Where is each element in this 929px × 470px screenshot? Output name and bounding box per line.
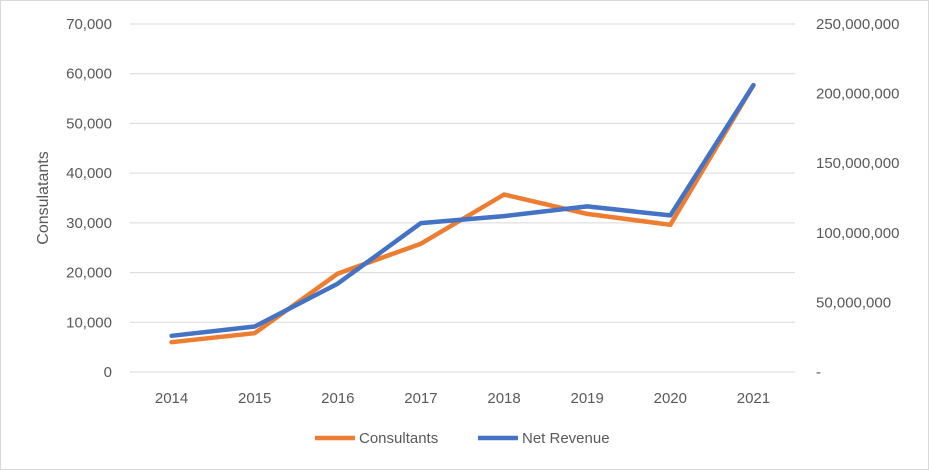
y-right-tick-label: 200,000,000 — [816, 86, 899, 103]
y-left-tick-label: 40,000 — [66, 165, 112, 182]
y-left-tick-label: 70,000 — [66, 16, 112, 33]
x-tick-label: 2019 — [571, 390, 604, 407]
y-right-tick-label: 50,000,000 — [816, 294, 891, 311]
x-tick-label: 2014 — [155, 390, 188, 407]
legend-label-consultants: Consultants — [359, 430, 438, 447]
x-axis-tick-labels: 2014 2015 2016 2017 2018 2019 2020 2021 — [155, 390, 770, 407]
x-tick-label: 2017 — [404, 390, 437, 407]
y-right-tick-label: 100,000,000 — [816, 225, 899, 242]
y-left-tick-label: 50,000 — [66, 115, 112, 132]
x-tick-label: 2018 — [487, 390, 520, 407]
series-lines — [169, 82, 756, 345]
x-tick-label: 2020 — [654, 390, 687, 407]
y-axis-left-title: Consulatants — [35, 151, 52, 244]
y-right-tick-label: - — [816, 364, 821, 381]
legend: Consultants Net Revenue — [315, 430, 610, 447]
y-right-tick-label: 250,000,000 — [816, 16, 899, 33]
gridlines — [130, 23, 795, 373]
y-left-tick-label: 10,000 — [66, 314, 112, 331]
x-tick-label: 2016 — [321, 390, 354, 407]
x-tick-label: 2015 — [238, 390, 271, 407]
y-right-tick-label: 150,000,000 — [816, 155, 899, 172]
x-tick-label: 2021 — [737, 390, 770, 407]
y-left-tick-label: 0 — [104, 364, 112, 381]
y-axis-right-tick-labels: - 50,000,000 100,000,000 150,000,000 200,000… — [816, 16, 899, 381]
y-left-tick-label: 60,000 — [66, 66, 112, 83]
legend-label-net-revenue: Net Revenue — [522, 430, 610, 447]
y-left-tick-label: 20,000 — [66, 265, 112, 282]
y-axis-left-tick-labels: 0 10,000 20,000 30,000 40,000 50,000 60,000 70,… — [66, 16, 112, 381]
y-left-tick-label: 30,000 — [66, 215, 112, 232]
series-line-net-revenue — [169, 82, 756, 339]
